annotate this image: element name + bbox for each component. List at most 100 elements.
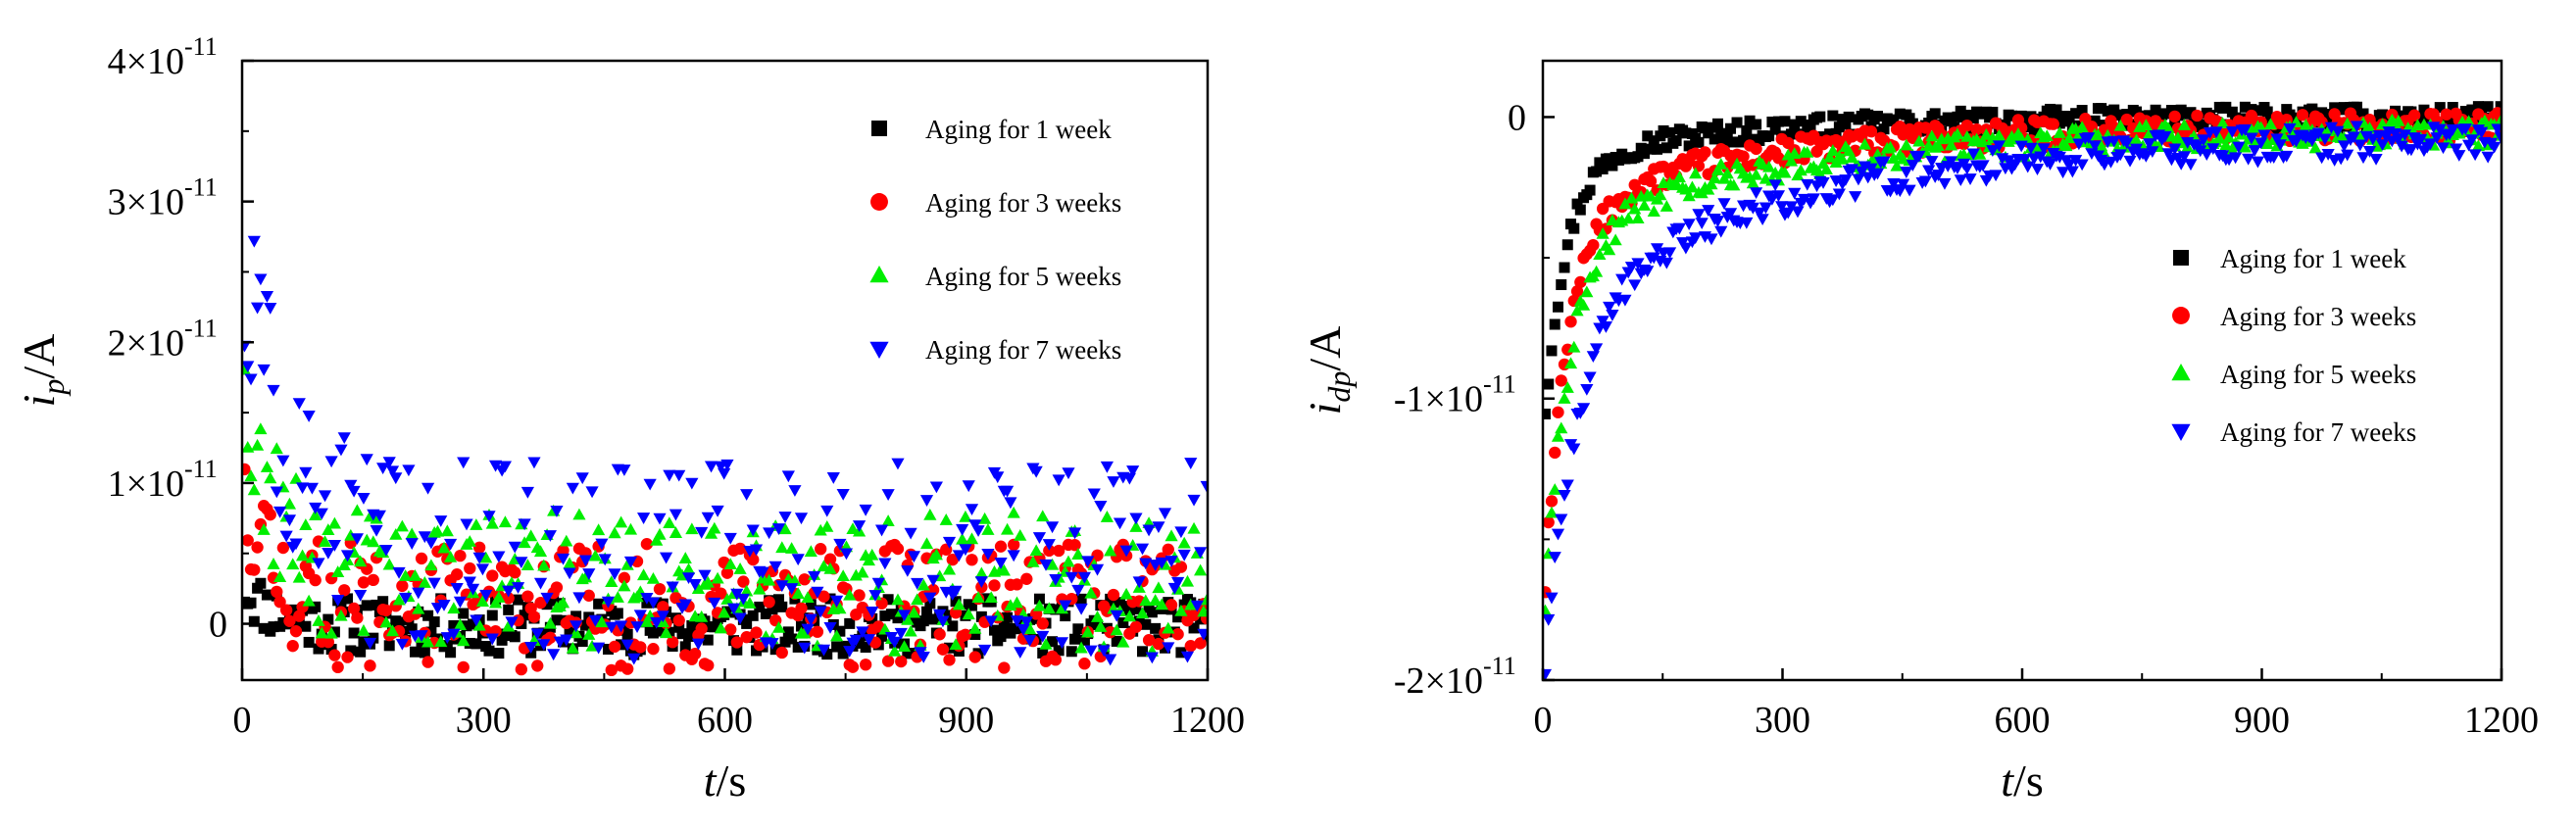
data-point	[962, 608, 975, 620]
data-point	[959, 510, 972, 522]
data-point	[1011, 578, 1023, 591]
data-point	[775, 541, 789, 554]
data-point	[327, 516, 341, 529]
data-point	[588, 549, 602, 561]
data-point	[1135, 543, 1150, 556]
data-point	[1053, 645, 1065, 657]
data-point	[1756, 214, 1769, 226]
data-point	[2238, 123, 2252, 136]
data-point	[520, 559, 534, 571]
data-point	[1618, 294, 1632, 307]
data-point	[1172, 611, 1184, 623]
data-point	[2104, 156, 2118, 169]
data-point	[1200, 480, 1208, 493]
data-point	[808, 570, 821, 583]
legend-label: Aging for 1 week	[925, 115, 1112, 144]
data-point	[1685, 180, 1700, 193]
data-point	[875, 597, 888, 610]
data-point	[1819, 163, 1833, 175]
data-point	[1188, 622, 1200, 634]
data-point	[1624, 191, 1639, 204]
data-point	[669, 526, 683, 538]
data-point	[324, 626, 338, 639]
data-point	[1546, 345, 1558, 357]
data-point	[747, 610, 759, 621]
data-point	[659, 626, 673, 639]
x-tick-label: 0	[233, 700, 252, 741]
data-point	[1184, 598, 1198, 610]
data-point	[1197, 628, 1208, 641]
data-point	[805, 599, 817, 610]
data-point	[376, 463, 390, 475]
data-point	[618, 571, 631, 584]
data-point	[302, 594, 316, 607]
data-point	[952, 550, 966, 562]
data-point	[533, 577, 548, 590]
data-point	[2024, 142, 2038, 155]
data-point	[509, 566, 521, 579]
data-point	[357, 493, 371, 505]
data-point	[1563, 357, 1578, 369]
data-point	[2091, 128, 2105, 140]
data-point	[1906, 160, 1919, 171]
data-point	[550, 581, 564, 594]
data-point	[978, 512, 992, 524]
data-point	[891, 593, 905, 606]
data-point	[1090, 610, 1105, 622]
data-point	[1705, 177, 1718, 190]
data-point	[1954, 174, 1967, 187]
data-point	[1951, 127, 1964, 140]
data-point	[322, 613, 334, 625]
data-point	[2408, 109, 2421, 122]
x-tick-label: 900	[938, 700, 994, 741]
data-point	[1574, 204, 1586, 216]
data-point	[1555, 421, 1568, 434]
data-point	[1558, 490, 1571, 502]
data-point	[901, 564, 915, 577]
data-point	[1660, 142, 1672, 154]
data-point	[1689, 232, 1703, 245]
data-point	[688, 579, 702, 591]
data-point	[260, 461, 274, 472]
data-point	[701, 575, 715, 588]
data-point	[1877, 156, 1891, 169]
data-point	[2257, 129, 2271, 142]
data-point	[272, 506, 287, 518]
data-point	[1992, 140, 2006, 153]
data-point	[640, 592, 654, 605]
data-point	[1672, 171, 1686, 183]
data-point	[971, 591, 985, 603]
data-point	[2022, 118, 2034, 129]
data-point	[1672, 222, 1686, 235]
data-point	[1966, 148, 1980, 161]
data-point	[1624, 262, 1639, 273]
data-point	[1746, 176, 1759, 189]
data-point	[371, 599, 382, 610]
data-point	[1870, 168, 1885, 180]
data-point	[737, 575, 750, 588]
data-point	[2395, 140, 2408, 153]
data-point	[1900, 138, 1913, 151]
data-point	[792, 641, 804, 653]
legend-label: Aging for 3 weeks	[925, 188, 1121, 218]
data-point	[1175, 647, 1187, 659]
data-point	[419, 647, 430, 659]
data-point	[831, 641, 843, 653]
data-point	[1976, 135, 1990, 148]
data-point	[1067, 527, 1082, 540]
data-point	[1116, 635, 1130, 648]
data-point	[942, 536, 957, 549]
data-point	[2366, 133, 2380, 146]
data-point	[493, 648, 505, 659]
data-point	[998, 621, 1010, 633]
data-point	[557, 544, 570, 557]
data-point	[2415, 114, 2427, 125]
data-point	[502, 592, 515, 605]
data-point	[399, 569, 413, 581]
data-point	[370, 524, 383, 537]
data-point	[379, 544, 393, 557]
data-point	[1129, 513, 1143, 525]
y-axis-label-subscript: p	[35, 379, 71, 397]
data-point	[811, 586, 824, 599]
data-point	[1590, 343, 1604, 356]
